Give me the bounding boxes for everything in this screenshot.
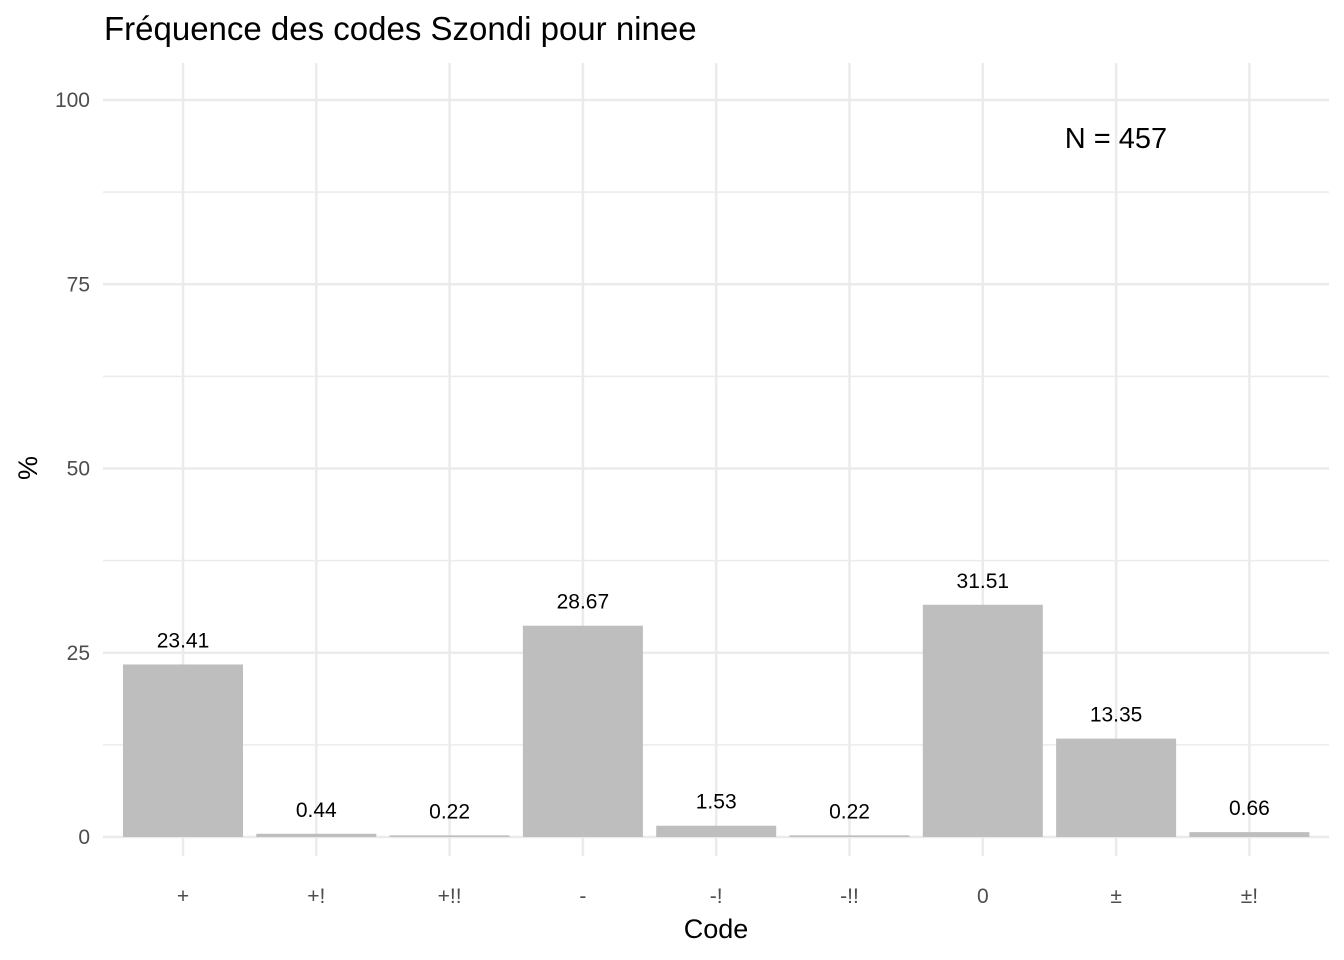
data-labels: 23.41 0.44 0.22 28.67 1.53 0.22 31.51 13.35 0.66 [157, 570, 1270, 824]
data-label: 0.22 [829, 800, 870, 823]
grid-lines [103, 63, 1329, 856]
x-tick-label: -!! [840, 885, 859, 908]
x-tick-label: - [579, 885, 586, 908]
data-label: 0.22 [429, 800, 470, 823]
chart-title: Fréquence des codes Szondi pour ninee [104, 10, 697, 47]
x-tick-label: +! [307, 885, 325, 908]
bar [789, 835, 910, 837]
y-tick-label: 50 [67, 458, 90, 481]
bar [522, 625, 643, 837]
y-tick-label: 75 [67, 273, 90, 296]
y-axis-ticks: 0 25 50 75 100 [55, 89, 90, 849]
bar [123, 664, 243, 837]
bar [656, 825, 777, 837]
x-tick-label: 0 [977, 885, 989, 908]
x-tick-label: -! [710, 885, 723, 908]
data-label: 0.66 [1229, 797, 1270, 820]
bars [123, 604, 1310, 837]
x-axis-ticks: + +! +!! - -! -!! 0 ± ±! [177, 885, 1258, 908]
bar [389, 835, 510, 837]
y-tick-label: 100 [55, 89, 90, 112]
data-label: 28.67 [557, 591, 610, 614]
data-label: 13.35 [1090, 704, 1143, 727]
sample-size-annotation: N = 457 [1065, 123, 1167, 155]
bar [1189, 832, 1310, 837]
x-axis-title: Code [684, 914, 749, 944]
bar [256, 833, 377, 837]
x-tick-label: + [177, 885, 189, 908]
data-label: 23.41 [157, 629, 210, 652]
data-label: 0.44 [296, 799, 337, 822]
data-label: 31.51 [957, 570, 1010, 593]
x-tick-label: ± [1110, 885, 1122, 908]
y-tick-label: 0 [78, 826, 90, 849]
x-tick-label: ±! [1241, 885, 1258, 908]
bar [922, 604, 1043, 837]
x-tick-label: +!! [438, 885, 462, 908]
y-tick-label: 25 [67, 642, 90, 665]
y-axis-title: % [13, 456, 43, 480]
bar [1056, 738, 1177, 837]
data-label: 1.53 [696, 791, 737, 814]
